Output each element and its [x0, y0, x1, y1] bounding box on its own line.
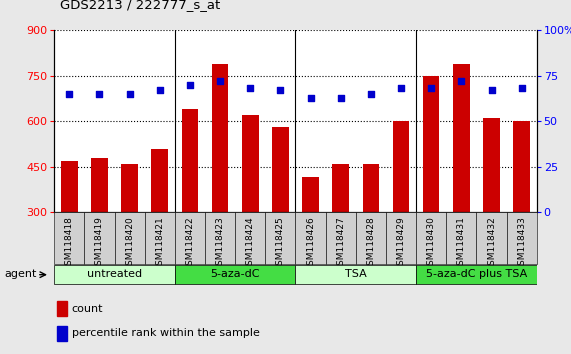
- FancyBboxPatch shape: [175, 212, 205, 264]
- Text: GSM118430: GSM118430: [427, 217, 436, 272]
- Text: GSM118421: GSM118421: [155, 217, 164, 271]
- FancyBboxPatch shape: [356, 212, 386, 264]
- FancyBboxPatch shape: [266, 212, 296, 264]
- FancyBboxPatch shape: [416, 266, 537, 284]
- Bar: [61, 161, 78, 212]
- FancyBboxPatch shape: [325, 212, 356, 264]
- Bar: [57, 326, 67, 341]
- Text: untreated: untreated: [87, 269, 142, 279]
- Bar: [212, 63, 228, 212]
- FancyBboxPatch shape: [476, 212, 506, 264]
- Point: [95, 91, 104, 97]
- Text: GSM118427: GSM118427: [336, 217, 345, 271]
- Point: [396, 86, 405, 91]
- Point: [276, 87, 285, 93]
- Bar: [513, 121, 530, 212]
- Point: [125, 91, 134, 97]
- Bar: [393, 121, 409, 212]
- Bar: [423, 76, 440, 212]
- Point: [487, 87, 496, 93]
- Bar: [122, 164, 138, 212]
- Bar: [182, 109, 198, 212]
- Point: [215, 78, 224, 84]
- FancyBboxPatch shape: [85, 212, 115, 264]
- Point: [427, 86, 436, 91]
- Text: GSM118419: GSM118419: [95, 217, 104, 272]
- FancyBboxPatch shape: [115, 212, 144, 264]
- FancyBboxPatch shape: [416, 212, 447, 264]
- Text: GSM118418: GSM118418: [65, 217, 74, 272]
- Text: count: count: [71, 304, 103, 314]
- Text: GSM118432: GSM118432: [487, 217, 496, 271]
- Text: GSM118429: GSM118429: [396, 217, 405, 271]
- Text: GSM118424: GSM118424: [246, 217, 255, 271]
- Point: [367, 91, 376, 97]
- FancyBboxPatch shape: [205, 212, 235, 264]
- Text: GDS2213 / 222777_s_at: GDS2213 / 222777_s_at: [60, 0, 220, 11]
- Text: GSM118423: GSM118423: [216, 217, 224, 271]
- Text: percentile rank within the sample: percentile rank within the sample: [71, 328, 259, 338]
- Text: GSM118420: GSM118420: [125, 217, 134, 271]
- FancyBboxPatch shape: [235, 212, 266, 264]
- Text: 5-aza-dC: 5-aza-dC: [211, 269, 260, 279]
- Text: GSM118422: GSM118422: [186, 217, 195, 271]
- Text: TSA: TSA: [345, 269, 367, 279]
- Point: [306, 95, 315, 101]
- FancyBboxPatch shape: [296, 266, 416, 284]
- Text: GSM118425: GSM118425: [276, 217, 285, 271]
- Text: GSM118426: GSM118426: [306, 217, 315, 271]
- FancyBboxPatch shape: [144, 212, 175, 264]
- FancyBboxPatch shape: [175, 266, 296, 284]
- Bar: [151, 149, 168, 212]
- FancyBboxPatch shape: [386, 212, 416, 264]
- Text: GSM118431: GSM118431: [457, 217, 466, 272]
- Bar: [302, 177, 319, 212]
- Point: [65, 91, 74, 97]
- FancyBboxPatch shape: [447, 212, 476, 264]
- Point: [246, 86, 255, 91]
- Bar: [91, 158, 108, 212]
- Bar: [272, 127, 289, 212]
- Text: GSM118428: GSM118428: [367, 217, 375, 271]
- FancyBboxPatch shape: [296, 212, 325, 264]
- Bar: [363, 164, 379, 212]
- Bar: [242, 115, 259, 212]
- Point: [457, 78, 466, 84]
- FancyBboxPatch shape: [506, 212, 537, 264]
- Text: agent: agent: [5, 269, 37, 279]
- Text: GSM118433: GSM118433: [517, 217, 526, 272]
- Point: [186, 82, 195, 87]
- Bar: [453, 63, 469, 212]
- FancyBboxPatch shape: [54, 266, 175, 284]
- Point: [155, 87, 164, 93]
- FancyBboxPatch shape: [54, 212, 85, 264]
- Bar: [332, 164, 349, 212]
- Point: [336, 95, 345, 101]
- Point: [517, 86, 526, 91]
- Bar: [483, 118, 500, 212]
- Bar: [57, 301, 67, 316]
- Text: 5-aza-dC plus TSA: 5-aza-dC plus TSA: [426, 269, 527, 279]
